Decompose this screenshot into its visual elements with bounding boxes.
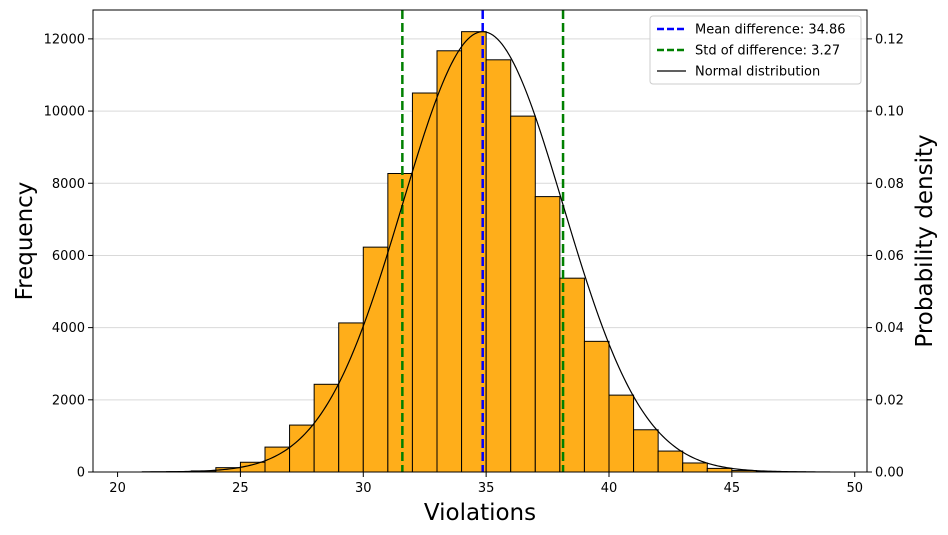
histogram-bar [313,383,340,473]
histogram-bar [338,322,364,473]
y2-axis-title: Probability density [912,134,938,347]
legend-label-std: Std of difference: 3.27 [695,44,840,59]
histogram-bar [362,246,389,473]
y-axis-title: Frequency [12,182,38,301]
histogram-bars [141,31,807,473]
histogram-bar [682,462,708,473]
histogram-bar [608,394,635,473]
y2-tick-label: 0.00 [875,466,904,481]
y-tick-label: 10000 [44,105,85,120]
normal-curve-layer [142,31,831,473]
x-axis-ticks: 20 25 30 35 40 45 50 [109,472,863,496]
y-axis-ticks: 0 2000 4000 6000 8000 10000 12000 [44,32,93,481]
reference-lines [401,10,565,472]
x-tick-label: 45 [724,481,741,496]
legend-label-mean: Mean difference: 34.86 [695,23,846,38]
y-tick-label: 6000 [52,249,85,264]
y2-tick-label: 0.04 [875,321,904,336]
legend-box [649,15,862,85]
histogram-bar [485,59,512,473]
y2-tick-label: 0.06 [875,249,904,264]
y-tick-label: 2000 [52,393,85,408]
x-tick-label: 30 [355,481,372,496]
x-tick-label: 50 [846,481,863,496]
y2-tick-label: 0.08 [875,177,904,192]
histogram-bar [633,429,659,473]
x-axis-title: Violations [424,500,536,526]
legend: Mean difference: 34.86 Std of difference… [649,15,862,85]
y2-tick-label: 0.12 [875,32,904,47]
histogram-bar [706,467,733,473]
x-tick-label: 25 [232,481,249,496]
legend-label-normal: Normal distribution [695,65,820,80]
x-tick-label: 40 [601,481,618,496]
y2-axis-ticks: 0.00 0.02 0.04 0.06 0.08 0.10 0.12 [867,32,904,481]
normal-distribution-curve [142,31,831,473]
plot-frame [92,9,868,473]
histogram-bar [289,424,315,473]
histogram-bar [510,115,536,473]
y-tick-label: 4000 [52,321,85,336]
y2-tick-label: 0.10 [875,105,904,120]
x-tick-label: 35 [478,481,495,496]
histogram-bar [411,92,438,473]
histogram-bar [387,173,413,473]
histogram-bar [436,50,463,473]
histogram-bar [583,340,610,473]
histogram-bar [657,450,684,473]
histogram-bar [534,196,561,473]
x-tick-label: 20 [109,481,126,496]
y-tick-label: 8000 [52,177,85,192]
y2-tick-label: 0.02 [875,393,904,408]
y-tick-label: 0 [77,466,85,481]
y-tick-label: 12000 [44,32,85,47]
